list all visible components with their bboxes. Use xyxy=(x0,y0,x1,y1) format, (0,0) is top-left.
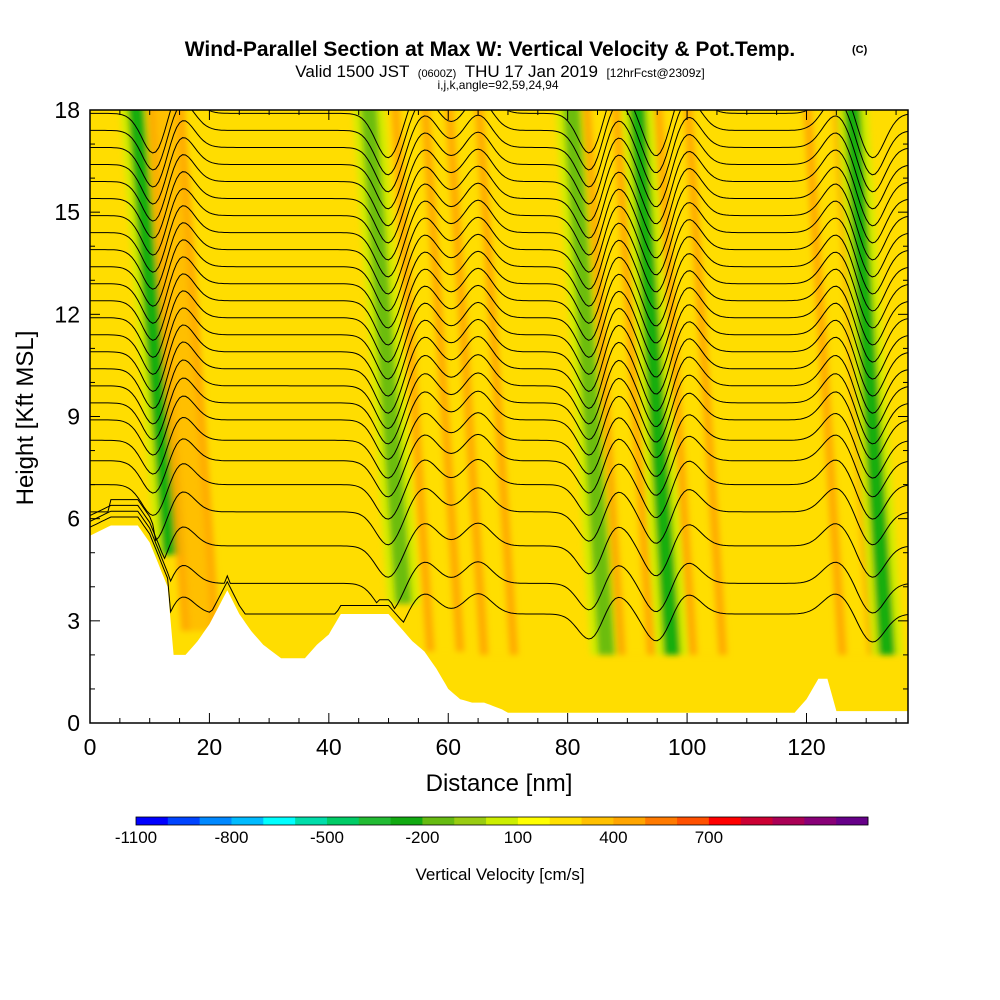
x-axis: 0 20 40 60 80 100 120 xyxy=(84,110,897,760)
isentrope-10 xyxy=(90,335,908,414)
updraft-band-3-core xyxy=(400,110,456,652)
isentrope-14 xyxy=(90,267,908,346)
forecast-info: [12hrFcst@2309z] xyxy=(606,66,704,80)
colorbar-swatch xyxy=(326,817,360,825)
plot-area xyxy=(90,110,908,723)
downdraft-band-2-core xyxy=(360,110,412,604)
isentrope-16 xyxy=(90,233,908,312)
isentrope-9 xyxy=(90,354,908,430)
isentrope-13 xyxy=(90,284,908,363)
isentrope-20 xyxy=(90,165,908,244)
chart-subtitle: Valid 1500 JST (0600Z) THU 17 Jan 2019 [… xyxy=(295,62,704,81)
colorbar-swatch xyxy=(772,817,805,825)
colorbar-swatch xyxy=(199,817,232,825)
colorbar-tick-label: -500 xyxy=(310,828,344,847)
colorbar-swatch xyxy=(136,817,169,825)
colorbar-swatch xyxy=(677,817,710,825)
isentrope-3 xyxy=(90,487,908,546)
x-tick-label: 60 xyxy=(435,734,461,760)
x-axis-title: Distance [nm] xyxy=(426,770,573,797)
isentrope-6 xyxy=(90,412,908,479)
colorbar-swatch xyxy=(390,817,423,825)
y-tick-label: 6 xyxy=(67,506,80,532)
x-tick-label: 100 xyxy=(668,734,706,760)
updraft-band-9-core xyxy=(812,110,868,655)
downdraft-band-10-core xyxy=(844,110,896,655)
isentrope-8 xyxy=(90,372,908,445)
isentrope-11 xyxy=(90,318,908,397)
valid-utc: (0600Z) xyxy=(418,68,457,80)
colorbar-tick-label: 100 xyxy=(504,828,532,847)
colorbar-tick-label: 700 xyxy=(695,828,723,847)
colorbar-tick-label: -200 xyxy=(405,828,439,847)
y-tick-label: 12 xyxy=(54,301,80,327)
isentrope-19 xyxy=(90,182,908,261)
y-axis: 0 3 6 9 12 15 18 xyxy=(54,97,908,736)
isentrope-25 xyxy=(90,110,908,159)
colorbar-title: Vertical Velocity [cm/s] xyxy=(415,865,584,884)
colorbar-swatch xyxy=(231,817,264,825)
x-tick-label: 120 xyxy=(787,734,825,760)
isentrope-15 xyxy=(90,250,908,329)
isentrope-12 xyxy=(90,301,908,380)
isentrope-22 xyxy=(90,131,908,210)
x-tick-label: 0 xyxy=(84,734,97,760)
updraft-band-8-core xyxy=(663,110,719,655)
grid-info: i,j,k,angle=92,59,24,94 xyxy=(437,78,558,92)
isentrope-2 xyxy=(90,504,908,578)
terrain-mask xyxy=(90,525,908,723)
colorbar-swatch xyxy=(708,817,742,825)
isentrope-21 xyxy=(90,148,908,227)
downdraft-band-7-core xyxy=(629,110,681,655)
isentrope-18 xyxy=(90,199,908,278)
y-tick-label: 9 xyxy=(67,404,80,430)
isentrope-17 xyxy=(90,216,908,295)
y-tick-label: 18 xyxy=(54,97,80,123)
colorbar-swatch xyxy=(836,817,869,825)
colorbar-swatch xyxy=(454,817,487,825)
updraft-band-4-core xyxy=(454,110,510,655)
colorbar-swatch xyxy=(549,817,582,825)
isentrope-7 xyxy=(90,390,908,460)
colorbar-swatch xyxy=(613,817,646,825)
downdraft-band-0-core xyxy=(127,110,179,555)
x-tick-label: 40 xyxy=(316,734,342,760)
x-tick-label: 20 xyxy=(197,734,223,760)
colorbar-swatch xyxy=(804,817,837,825)
x-tick-label: 80 xyxy=(555,734,581,760)
valid-time: Valid 1500 JST xyxy=(295,62,409,81)
isentrope-1 xyxy=(90,510,908,614)
colorbar: -1100 -800 -500 -200 100 400 700 xyxy=(115,816,869,847)
isentrope-4 xyxy=(90,458,908,520)
colorbar-swatch xyxy=(517,817,551,825)
colorbar-tick-label: -800 xyxy=(214,828,248,847)
colorbar-tick-label: 400 xyxy=(599,828,627,847)
isentrope-0 xyxy=(90,516,908,643)
isentrope-5 xyxy=(90,433,908,498)
colorbar-swatch xyxy=(263,817,296,825)
isentrope-24 xyxy=(90,110,908,176)
downdraft-band-5-core xyxy=(563,110,615,655)
y-tick-label: 3 xyxy=(67,608,80,634)
chart-title: Wind-Parallel Section at Max W: Vertical… xyxy=(185,38,796,61)
colorbar-swatch xyxy=(167,817,201,825)
colorbar-swatch xyxy=(422,817,455,825)
valid-date: THU 17 Jan 2019 xyxy=(465,62,598,81)
y-tick-label: 0 xyxy=(67,710,80,736)
colorbar-swatch xyxy=(581,817,614,825)
colorbar-swatch xyxy=(740,817,773,825)
updraft-band-6-core xyxy=(591,110,647,655)
y-axis-title: Height [Kft MSL] xyxy=(12,331,39,506)
isentrope-lines xyxy=(90,110,908,643)
y-tick-label: 15 xyxy=(54,199,80,225)
colorbar-swatch xyxy=(486,817,519,825)
colorbar-swatch xyxy=(358,817,392,825)
colorbar-swatch xyxy=(295,817,328,825)
isentrope-23 xyxy=(90,114,908,193)
colorbar-tick-label: -1100 xyxy=(115,828,157,847)
colorbar-swatch xyxy=(645,817,678,825)
colorbar-frame xyxy=(135,816,869,826)
copyright-mark: (C) xyxy=(852,44,868,56)
